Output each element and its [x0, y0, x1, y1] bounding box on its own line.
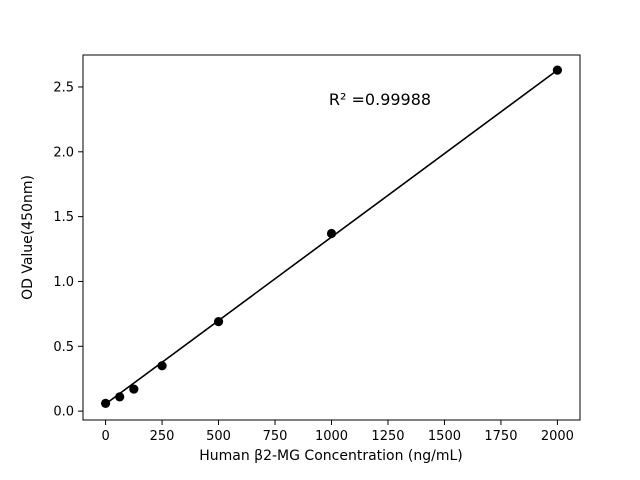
data-point	[552, 65, 563, 75]
y-tick-label: 1.5	[53, 210, 74, 225]
y-tick-label: 0.0	[53, 405, 74, 420]
x-tick-label: 750	[263, 429, 288, 444]
data-point	[157, 361, 167, 371]
x-tick-label: 1500	[428, 429, 461, 444]
x-axis-label: Human β2-MG Concentration (ng/mL)	[199, 448, 463, 464]
data-point	[213, 317, 224, 327]
y-tick-label: 1.0	[53, 275, 74, 290]
x-tick-label: 0	[101, 429, 109, 444]
y-axis-label: OD Value(450nm)	[20, 175, 36, 300]
y-tick-label: 0.5	[53, 340, 74, 355]
data-point	[115, 392, 125, 402]
y-tick-label: 2.5	[53, 80, 74, 95]
data-point	[129, 384, 139, 394]
x-tick-label: 250	[150, 429, 175, 444]
x-tick-label: 1750	[484, 429, 517, 444]
data-point	[326, 228, 337, 239]
r-squared-annotation: R² =0.99988	[329, 90, 431, 109]
x-tick-label: 1250	[371, 429, 404, 444]
plot-area: 0 250 500 750 1000 1250 1500 1750 2000 0.0 0.5 1.0 1…	[53, 54, 581, 444]
x-tick-label: 500	[206, 429, 231, 444]
data-point	[100, 398, 111, 408]
x-tick-label: 2000	[541, 429, 574, 444]
x-tick-label: 1000	[315, 429, 348, 444]
y-tick-label: 2.0	[53, 145, 74, 160]
